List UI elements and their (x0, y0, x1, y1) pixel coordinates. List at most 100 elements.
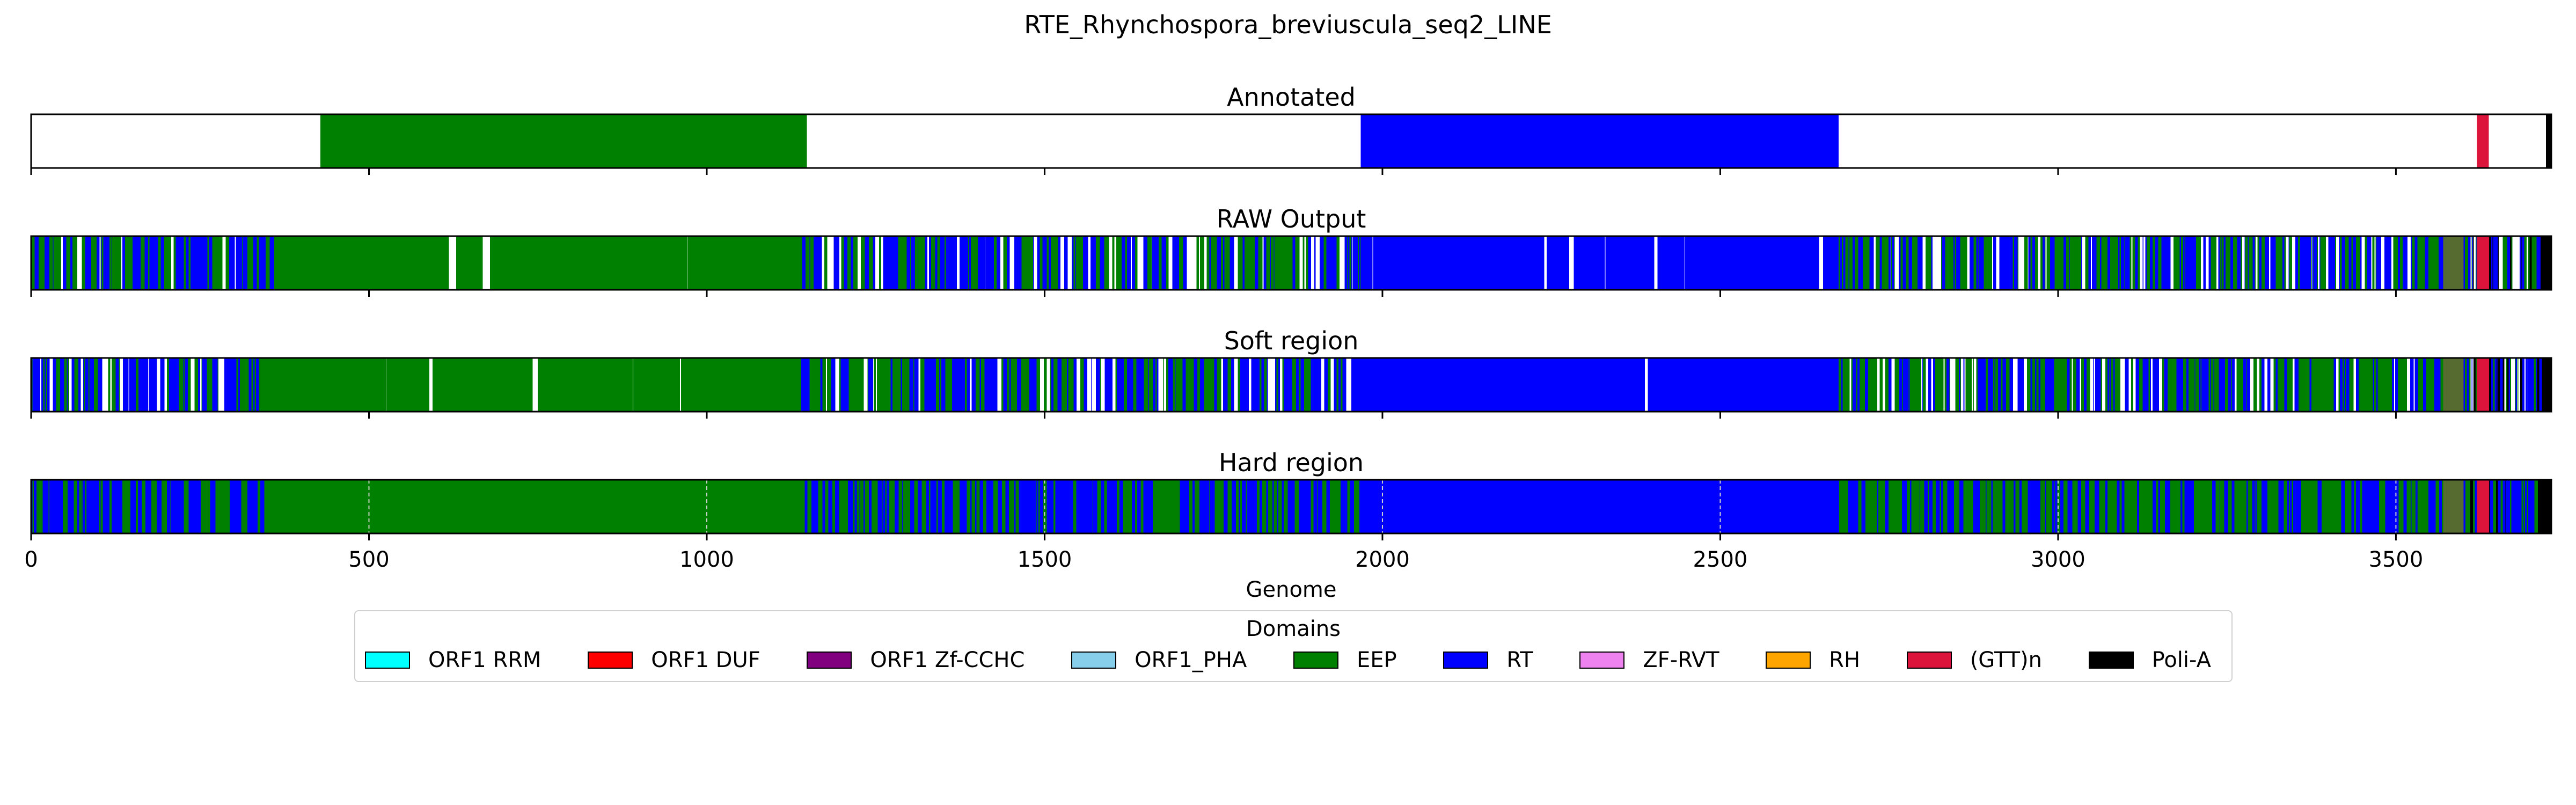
domain-segment (2380, 236, 2382, 290)
domain-segment (2372, 480, 2375, 533)
domain-segment (600, 358, 606, 412)
domain-segment (1409, 236, 1414, 290)
domain-segment (1511, 358, 1512, 412)
domain-segment (1029, 480, 1033, 533)
domain-segment (64, 358, 68, 412)
domain-segment (259, 358, 262, 412)
domain-segment (98, 358, 100, 412)
domain-segment (873, 236, 875, 290)
domain-segment (598, 236, 605, 290)
domain-segment (1819, 358, 1824, 412)
domain-segment (272, 236, 275, 290)
domain-segment (1441, 236, 1443, 290)
domain-segment (283, 358, 285, 412)
domain-segment (2301, 480, 2306, 533)
domain-segment (1278, 480, 1279, 533)
domain-segment (1334, 358, 1337, 412)
domain-segment (1246, 480, 1247, 533)
domain-segment (2403, 480, 2407, 533)
domain-segment (228, 358, 230, 412)
domain-segment (2139, 358, 2143, 412)
domain-segment (418, 236, 424, 290)
domain-segment (2382, 358, 2385, 412)
domain-segment (363, 236, 364, 290)
domain-segment (2073, 358, 2076, 412)
domain-segment (2014, 236, 2018, 290)
domain-segment (2541, 358, 2542, 412)
domain-segment (274, 236, 283, 290)
domain-segment (2500, 358, 2502, 412)
domain-segment (1266, 236, 1271, 290)
domain-segment (2003, 236, 2007, 290)
domain-segment (941, 236, 945, 290)
domain-segment (186, 236, 189, 290)
domain-segment (2528, 358, 2529, 412)
domain-segment (917, 480, 922, 533)
domain-segment (252, 236, 254, 290)
domain-segment (2158, 236, 2162, 290)
domain-segment (2135, 236, 2138, 290)
domain-segment (1668, 236, 1672, 290)
domain-segment (201, 236, 204, 290)
domain-segment (901, 358, 903, 412)
domain-segment (1971, 236, 1974, 290)
domain-segment (1355, 358, 1359, 412)
domain-segment (2418, 358, 2419, 412)
domain-segment (1305, 480, 1307, 533)
domain-segment (1367, 358, 1370, 412)
domain-segment (1360, 236, 1363, 290)
domain-segment (2114, 480, 2117, 533)
domain-segment (945, 236, 947, 290)
domain-segment (2038, 358, 2041, 412)
domain-segment (1125, 236, 1128, 290)
domain-segment (1071, 480, 1073, 533)
domain-segment (909, 358, 914, 412)
domain-segment (613, 236, 619, 290)
domain-segment (2315, 358, 2317, 412)
domain-segment (1264, 358, 1268, 412)
domain-segment (1721, 236, 1727, 290)
domain-segment (1541, 236, 1545, 290)
domain-segment (1470, 236, 1477, 290)
panel-frame (30, 113, 2552, 169)
domain-segment (1124, 480, 1129, 533)
domain-segment (116, 480, 120, 533)
domain-segment (2309, 480, 2313, 533)
domain-segment (2540, 236, 2541, 290)
domain-segment (1804, 236, 1811, 290)
domain-segment (100, 358, 103, 412)
domain-segment (1842, 480, 1847, 533)
domain-segment (2356, 480, 2361, 533)
domain-segment (1534, 236, 1537, 290)
domain-segment (2012, 236, 2015, 290)
domain-segment (1527, 358, 1534, 412)
domain-segment (1936, 480, 1941, 533)
domain-segment (1147, 236, 1148, 290)
domain-segment (1960, 358, 1962, 412)
domain-segment (1978, 358, 1981, 412)
domain-segment (2204, 480, 2207, 533)
domain-segment (1282, 358, 1284, 412)
domain-segment (1358, 236, 1360, 290)
domain-segment (1021, 358, 1026, 412)
domain-segment (45, 236, 48, 290)
domain-segment (1859, 358, 1861, 412)
domain-segment (1645, 236, 1650, 290)
domain-segment (1953, 236, 1955, 290)
domain-segment (1359, 236, 1360, 290)
domain-segment (2095, 358, 2097, 412)
domain-segment (1251, 358, 1255, 412)
domain-segment (934, 358, 936, 412)
domain-segment (1897, 358, 1900, 412)
domain-segment (1900, 480, 1901, 533)
domain-segment (201, 358, 202, 412)
domain-segment (1128, 358, 1132, 412)
domain-segment (2454, 236, 2456, 290)
domain-segment (902, 358, 905, 412)
domain-segment (975, 480, 977, 533)
domain-segment (2432, 480, 2436, 533)
domain-segment (160, 358, 165, 412)
domain-segment (298, 236, 301, 290)
domain-segment (1274, 236, 1275, 290)
domain-segment (1999, 480, 2003, 533)
